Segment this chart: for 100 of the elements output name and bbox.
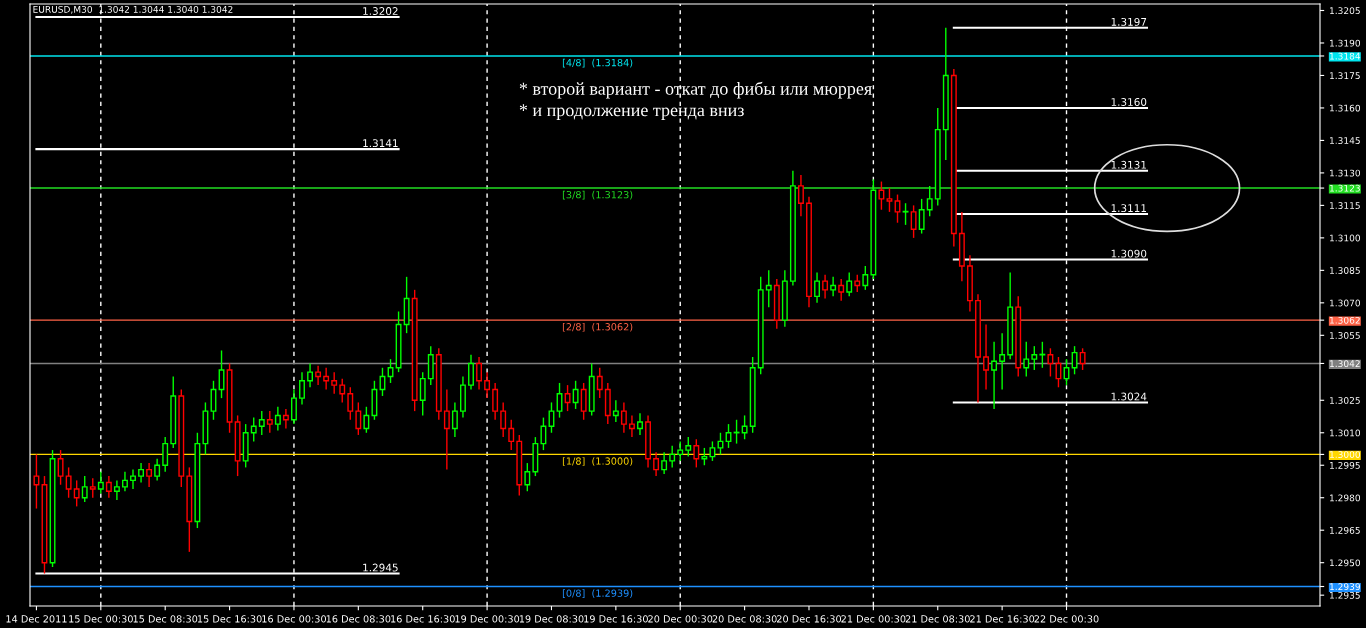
- candlestick: [1023, 341, 1030, 378]
- candlestick: [765, 269, 772, 308]
- candlestick: [363, 406, 370, 434]
- series-label: 1.3141: [363, 139, 398, 148]
- candlestick: [838, 278, 845, 302]
- series-label: 1.3024: [1111, 392, 1147, 401]
- y-tick-label: 1.2980: [1330, 494, 1361, 502]
- candlestick: [524, 462, 531, 492]
- y-tick-label: 1.3000: [1330, 451, 1361, 458]
- y-tick-label: 1.2935: [1330, 591, 1360, 599]
- x-tick-label: 16 Dec 08:30: [326, 615, 391, 623]
- candlestick: [339, 377, 346, 404]
- candlestick: [443, 388, 450, 471]
- y-tick-label: 1.3085: [1330, 267, 1360, 274]
- candlestick: [814, 271, 820, 304]
- y-tick-label: 1.3184: [1330, 52, 1361, 60]
- series-label: 1.3111: [1111, 204, 1147, 213]
- candlestick: [146, 462, 153, 488]
- x-tick-label: 21 Dec 00:30: [841, 615, 906, 623]
- x-tick-label: 15 Dec 16:30: [197, 615, 262, 623]
- candlestick: [709, 440, 716, 462]
- y-tick-label: 1.2965: [1330, 526, 1360, 534]
- candlestick: [500, 401, 507, 438]
- candlestick: [991, 341, 998, 410]
- x-tick-label: 21 Dec 16:30: [970, 615, 1035, 623]
- y-tick-label: 1.3190: [1330, 39, 1361, 47]
- candlestick: [741, 414, 748, 440]
- candlestick: [162, 436, 169, 473]
- y-tick-label: 1.3055: [1330, 332, 1360, 339]
- candlestick: [105, 475, 112, 499]
- candlestick: [540, 416, 547, 451]
- y-tick-label: 1.3123: [1330, 184, 1360, 192]
- candlestick: [878, 180, 885, 211]
- y-tick-label: 1.3042: [1330, 360, 1360, 368]
- annotation: * и продолжение тренда вниз: [519, 104, 744, 120]
- candlestick: [693, 438, 700, 469]
- candlestick: [1039, 341, 1046, 369]
- candlestick: [81, 475, 88, 503]
- candlestick: [918, 198, 925, 235]
- candlestick: [637, 412, 643, 436]
- candlestick: [492, 382, 499, 421]
- candlestick: [612, 399, 619, 423]
- series-label: 1.3197: [1111, 17, 1147, 26]
- y-tick-label: 1.3115: [1330, 202, 1360, 209]
- candlestick: [355, 401, 362, 436]
- ref-line-label: [2/8] (1.3062): [562, 322, 633, 332]
- y-tick-label: 1.3100: [1330, 234, 1361, 242]
- candlestick: [926, 185, 933, 217]
- x-tick-label: 15 Dec 08:30: [133, 615, 198, 623]
- candlestick: [620, 401, 627, 434]
- x-tick-label: 16 Dec 00:30: [262, 615, 326, 623]
- candlestick: [307, 362, 313, 388]
- candlestick: [508, 419, 515, 451]
- y-tick-label: 1.3205: [1330, 7, 1360, 15]
- candlestick: [73, 479, 80, 508]
- candlestick: [138, 462, 145, 484]
- ref-line-label: [1/8] (1.3000): [562, 457, 633, 466]
- y-tick-label: 1.3070: [1330, 299, 1361, 307]
- candlestick: [315, 364, 322, 386]
- candlestick: [113, 479, 120, 501]
- candlestick: [1031, 345, 1038, 371]
- x-tick-label: 20 Dec 00:30: [648, 615, 713, 623]
- x-tick-label: 20 Dec 08:30: [712, 615, 777, 623]
- candlestick: [910, 204, 917, 239]
- candlestick: [596, 367, 603, 399]
- candlestick: [266, 410, 273, 434]
- y-tick-label: 1.3145: [1330, 137, 1360, 144]
- candlestick: [323, 367, 330, 391]
- candlestick: [33, 453, 40, 510]
- candlestick: [677, 440, 684, 462]
- candlestick: [484, 371, 491, 399]
- candlestick: [57, 449, 64, 486]
- candlestick: [154, 458, 161, 482]
- x-tick-label: 19 Dec 00:30: [455, 615, 520, 623]
- candlestick: [258, 410, 265, 436]
- annotation: * второй вариант - откат до фибы или мюррея: [519, 81, 872, 99]
- candlestick: [797, 174, 804, 217]
- candlestick: [427, 345, 434, 386]
- candlestick: [274, 406, 281, 432]
- candlestick: [451, 401, 458, 438]
- y-tick-label: 1.3175: [1330, 72, 1360, 80]
- x-tick-label: 22 Dec 00:30: [1034, 615, 1099, 623]
- candlestick: [999, 332, 1006, 391]
- candlestick: [983, 323, 989, 391]
- candlestick: [1079, 347, 1086, 371]
- ref-line-label: [4/8] (1.3184): [562, 58, 633, 68]
- candlestick: [902, 202, 909, 226]
- candlestick: [894, 193, 901, 224]
- chart-title: EURUSD,M30 1.3042 1.3044 1.3040 1.3042: [33, 5, 233, 14]
- candlestick: [122, 471, 128, 492]
- x-tick-label: 20 Dec 16:30: [777, 615, 842, 623]
- y-tick-label: 1.2950: [1330, 559, 1361, 567]
- x-tick-label: 14 Dec 2011: [6, 615, 67, 623]
- candlestick: [822, 273, 829, 300]
- candlestick: [572, 380, 579, 410]
- candlestick: [347, 386, 354, 421]
- candlestick: [291, 388, 297, 425]
- series-label: 1.3160: [1111, 98, 1147, 106]
- series-label: 1.3202: [363, 7, 398, 15]
- series-label: 1.3090: [1111, 249, 1147, 258]
